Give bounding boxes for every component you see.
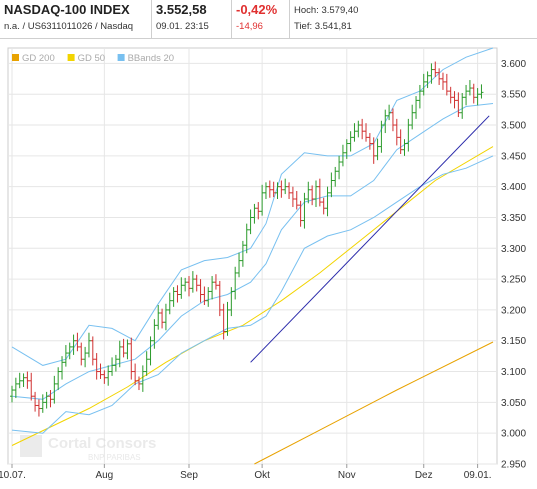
legend-label: GD 50 xyxy=(78,53,105,64)
y-tick-label: 3.250 xyxy=(501,275,526,286)
y-tick-label: 3.350 xyxy=(501,213,526,224)
quote-datetime: 09.01. 23:15 xyxy=(156,21,209,32)
instrument-cell: NASDAQ-100 INDEX n.a. / US6311011026 / N… xyxy=(0,0,152,38)
day-high: Hoch: 3.579,40 xyxy=(294,5,359,16)
x-tick-label: 10.07. xyxy=(0,470,26,481)
price-cell: 3.552,58 09.01. 23:15 xyxy=(152,0,232,38)
y-tick-label: 3.300 xyxy=(501,244,526,255)
watermark-mark xyxy=(20,435,42,457)
legend-label: BBands 20 xyxy=(128,53,174,64)
quote-header: NASDAQ-100 INDEX n.a. / US6311011026 / N… xyxy=(0,0,537,40)
watermark-line2: BNP PARIBAS xyxy=(88,453,141,462)
y-tick-label: 3.000 xyxy=(501,429,526,440)
header-divider xyxy=(0,38,537,39)
y-tick-label: 3.550 xyxy=(501,90,526,101)
y-tick-label: 2.950 xyxy=(501,460,526,471)
plot-frame xyxy=(7,47,498,465)
price-bars xyxy=(10,61,484,417)
ohlc-chart: Cortal Consors BNP PARIBAS 3.600 3.550 3.5… xyxy=(0,47,526,481)
y-tick-label: 3.400 xyxy=(501,182,526,193)
series-line xyxy=(250,115,490,363)
chart-legend: GD 200 GD 50 BBands 20 xyxy=(12,53,174,64)
y-tick-label: 3.150 xyxy=(501,336,526,347)
x-tick-label: Nov xyxy=(338,470,356,481)
legend-swatch xyxy=(117,54,125,61)
y-tick-label: 3.600 xyxy=(501,59,526,70)
y-axis: 3.600 3.550 3.500 3.450 3.400 3.350 3.300 3.250… xyxy=(501,59,526,471)
legend-swatch xyxy=(12,54,19,61)
series-line xyxy=(11,155,494,434)
range-cell: Hoch: 3.579,40 Tief: 3.541,81 xyxy=(290,0,536,38)
change-percent: -0,42% xyxy=(236,2,278,17)
x-tick-label: Aug xyxy=(95,470,113,481)
y-tick-label: 3.450 xyxy=(501,151,526,162)
x-axis: 10.07. Aug Sep Okt Nov Dez 09.01. xyxy=(0,464,492,481)
x-tick-label: Okt xyxy=(254,470,270,481)
instrument-title: NASDAQ-100 INDEX xyxy=(4,2,130,17)
y-tick-label: 3.500 xyxy=(501,121,526,132)
legend-swatch xyxy=(67,54,75,61)
watermark-line1: Cortal Consors xyxy=(48,435,156,452)
series-line xyxy=(11,47,494,366)
watermark-logo: Cortal Consors BNP PARIBAS xyxy=(20,435,156,462)
x-tick-label: Dez xyxy=(415,470,433,481)
x-tick-label: 09.01. xyxy=(464,470,492,481)
instrument-subtitle: n.a. / US6311011026 / Nasdaq xyxy=(4,21,134,32)
y-tick-label: 3.200 xyxy=(501,305,526,316)
x-tick-label: Sep xyxy=(180,470,198,481)
series-line xyxy=(254,341,494,465)
y-tick-label: 3.050 xyxy=(501,398,526,409)
day-low: Tief: 3.541,81 xyxy=(294,21,352,32)
y-tick-label: 3.100 xyxy=(501,367,526,378)
last-price: 3.552,58 xyxy=(156,2,207,17)
legend-label: GD 200 xyxy=(22,53,55,64)
change-absolute: -14,96 xyxy=(236,21,263,32)
change-cell: -0,42% -14,96 xyxy=(232,0,290,38)
